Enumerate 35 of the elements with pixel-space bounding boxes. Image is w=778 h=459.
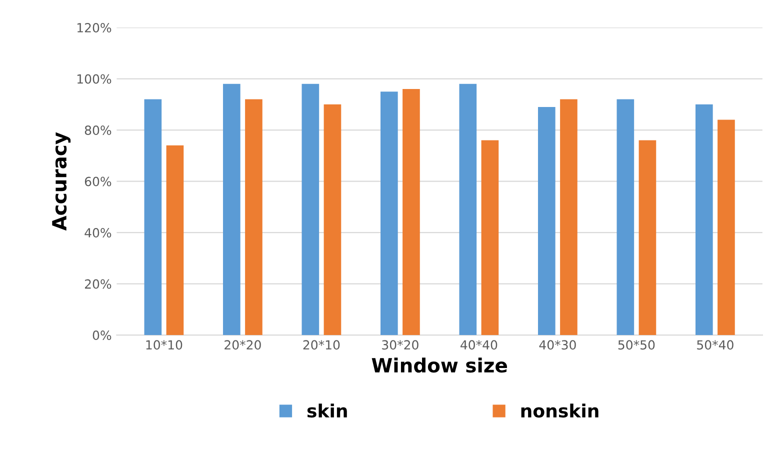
x-axis-title: Window size [372,358,507,373]
x-tick-label: 10*10 [146,340,182,350]
bar [166,145,184,336]
y-tick-label: 40% [84,228,112,238]
bar [245,99,262,336]
bar [560,99,578,336]
y-tick-label: 0% [92,330,112,340]
y-tick-label: 60% [84,176,112,186]
bar [538,106,556,336]
bar [459,84,477,336]
bar [718,120,735,336]
x-tick-label: 40*30 [539,340,576,350]
x-tick-label: 30*20 [382,340,418,350]
legend-label: skin [307,404,347,418]
y-tick-label: 80% [84,126,112,135]
bar [481,140,499,336]
x-tick-label: 40*40 [460,340,498,350]
y-tick-label: 100% [77,74,112,84]
legend-label: nonskin [521,404,598,418]
bar [696,104,713,336]
x-tick-label: 20*10 [303,340,340,350]
x-tick-label: 50*40 [697,340,734,350]
bar [616,99,634,336]
y-tick-label: 20% [84,279,112,289]
y-tick-label: 120% [77,23,112,32]
bar [144,99,162,336]
bar [402,89,420,336]
bar [638,140,656,336]
bar [324,104,342,336]
bar [380,92,398,336]
y-axis-title: Accuracy [52,132,71,231]
x-tick-label: 50*50 [618,340,655,350]
bar [302,84,320,336]
x-tick-label: 20*20 [224,340,261,350]
bar [223,84,240,336]
